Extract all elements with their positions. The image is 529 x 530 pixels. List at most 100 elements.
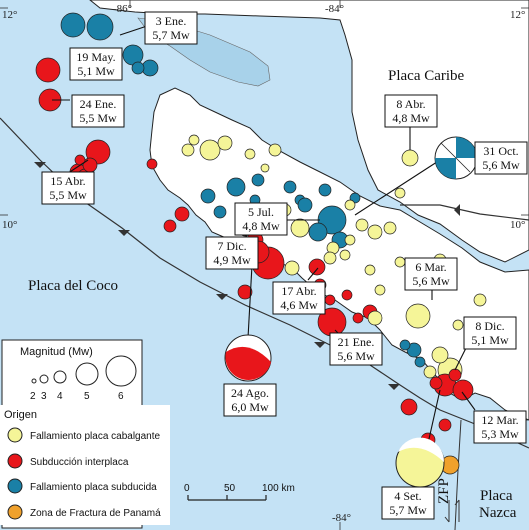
epicenter-subducida [414,356,426,368]
epicenter-cabalgante [260,163,270,173]
event-label: 4 Set.5,7 Mw [381,486,435,520]
event-date: 31 Oct. [483,144,518,158]
epicenter-cabalgante [394,256,406,268]
event-label-box [329,332,383,366]
event-label-box [234,202,288,236]
event-date: 24 Ago. [231,386,269,400]
legend-mag-2: 2 [30,391,36,402]
event-date: 21 Ene. [338,335,375,349]
epicenter-interplaca [146,158,158,170]
legend-label-subducida: Fallamiento placa subducida [30,482,157,493]
event-label-box [272,281,326,315]
event-label-box [69,47,123,81]
legend-mag-6: 6 [118,391,124,402]
epicenter-cabalgante [394,187,406,199]
legend-circle-3 [39,374,49,384]
event-magnitude: 5,5 Mw [79,111,117,125]
scale-0: 0 [184,483,190,494]
epicenter-interplaca [35,57,61,83]
epicenter-cabalgante [344,234,356,246]
event-magnitude: 5,1 Mw [77,64,115,78]
event-date: 8 Abr. [396,97,425,111]
epicenter-cabalgante [452,319,464,331]
epicenter-cabalgante [181,143,195,157]
fracture-zone-line [454,419,462,530]
lat-10-right: 10° [510,219,525,231]
legend-dot-panama [7,504,23,520]
event-label-box [384,94,438,128]
epicenter-interplaca [429,376,443,390]
focal-mechanism-24ago [224,334,272,382]
epicenter-subducida [213,205,227,219]
event-label: 31 Oct.5,6 Mw [474,141,528,175]
focal-mechanism-31oct [434,136,478,180]
event-label: 6 Mar.5,6 Mw [404,257,458,291]
event-magnitude: 5,5 Mw [49,188,87,202]
epicenter-cabalgante [431,346,449,364]
epicenter-interplaca [174,206,190,222]
fracture-arrows [444,499,460,523]
epicenter-interplaca [324,294,336,306]
legend-label-panama: Zona de Fractura de Panamá [30,508,161,519]
event-date: 24 Ene. [80,97,117,111]
event-label: 15 Abr.5,5 Mw [41,171,95,205]
epicenter-interplaca [452,379,474,401]
epicenter-cabalgante [188,134,200,146]
zfp-label: ZFP [436,478,452,504]
epicenter-cabalgante [423,365,437,379]
event-magnitude: 5,7 Mw [152,28,190,42]
event-label: 24 Ene.5,5 Mw [71,94,125,128]
event-date: 19 May. [76,50,115,64]
legend-circle-2 [31,378,37,384]
epicenter-subducida [318,183,332,197]
lat-12-left: 12° [2,9,17,21]
event-magnitude: 4,8 Mw [242,219,280,233]
epicenter-cabalgante [244,148,256,160]
event-label: 3 Ene.5,7 Mw [144,11,198,45]
event-magnitude: 5,3 Mw [481,427,519,441]
event-label: 17 Abr.4,6 Mw [272,281,326,315]
scale-bar: 0 50 100 km [184,483,295,501]
epicenter-cabalgante [344,199,356,211]
event-magnitude: 4,9 Mw [213,253,251,267]
epicenter-interplaca [400,398,418,416]
epicenter-cabalgante [284,260,300,276]
event-date: 8 Dic. [475,319,504,333]
legend-circle-5 [75,362,99,386]
event-label-box [404,257,458,291]
epicenter-cabalgante [268,143,282,157]
legend-dot-cabalgante [7,427,23,443]
lat-10-left: 10° [2,219,17,231]
legend-label-cabalgante: Fallamiento placa cabalgante [30,431,161,442]
event-label: 8 Dic.5,1 Mw [463,316,517,350]
lon-84-top: -84° [325,3,344,15]
event-magnitude: 5,6 Mw [482,158,520,172]
event-magnitude: 5,7 Mw [389,503,427,517]
epicenter-cabalgante [290,218,310,238]
event-label: 19 May.5,1 Mw [69,47,123,81]
event-label: 21 Ene.5,6 Mw [329,332,383,366]
epicenter-subducida [60,12,86,38]
legend-mag-3: 3 [41,391,47,402]
epicenter-subducida [226,177,246,197]
epicenter-cabalgante [364,264,376,276]
epicenter-subducida [251,173,265,187]
epicenter-subducida [131,61,145,75]
epicenter-cabalgante [405,303,431,329]
legend-origin-title: Origen [4,409,37,421]
event-magnitude: 4,8 Mw [392,111,430,125]
scale-100: 100 km [262,483,295,494]
epicenter-interplaca [352,312,364,324]
epicenter-interplaca [308,258,326,276]
event-magnitude: 5,6 Mw [412,274,450,288]
legend-dot-interplaca [7,453,23,469]
epicenter-cabalgante [473,293,487,307]
lon-86-top: -86° [113,3,132,15]
epicenter-interplaca [341,289,353,301]
event-date: 4 Set. [394,489,421,503]
legend-circle-6 [105,355,137,387]
epicenter-cabalgante [323,251,337,265]
epicenter-interplaca [163,219,177,233]
epicenter-cabalgante [374,284,386,296]
event-date: 3 Ene. [156,14,187,28]
